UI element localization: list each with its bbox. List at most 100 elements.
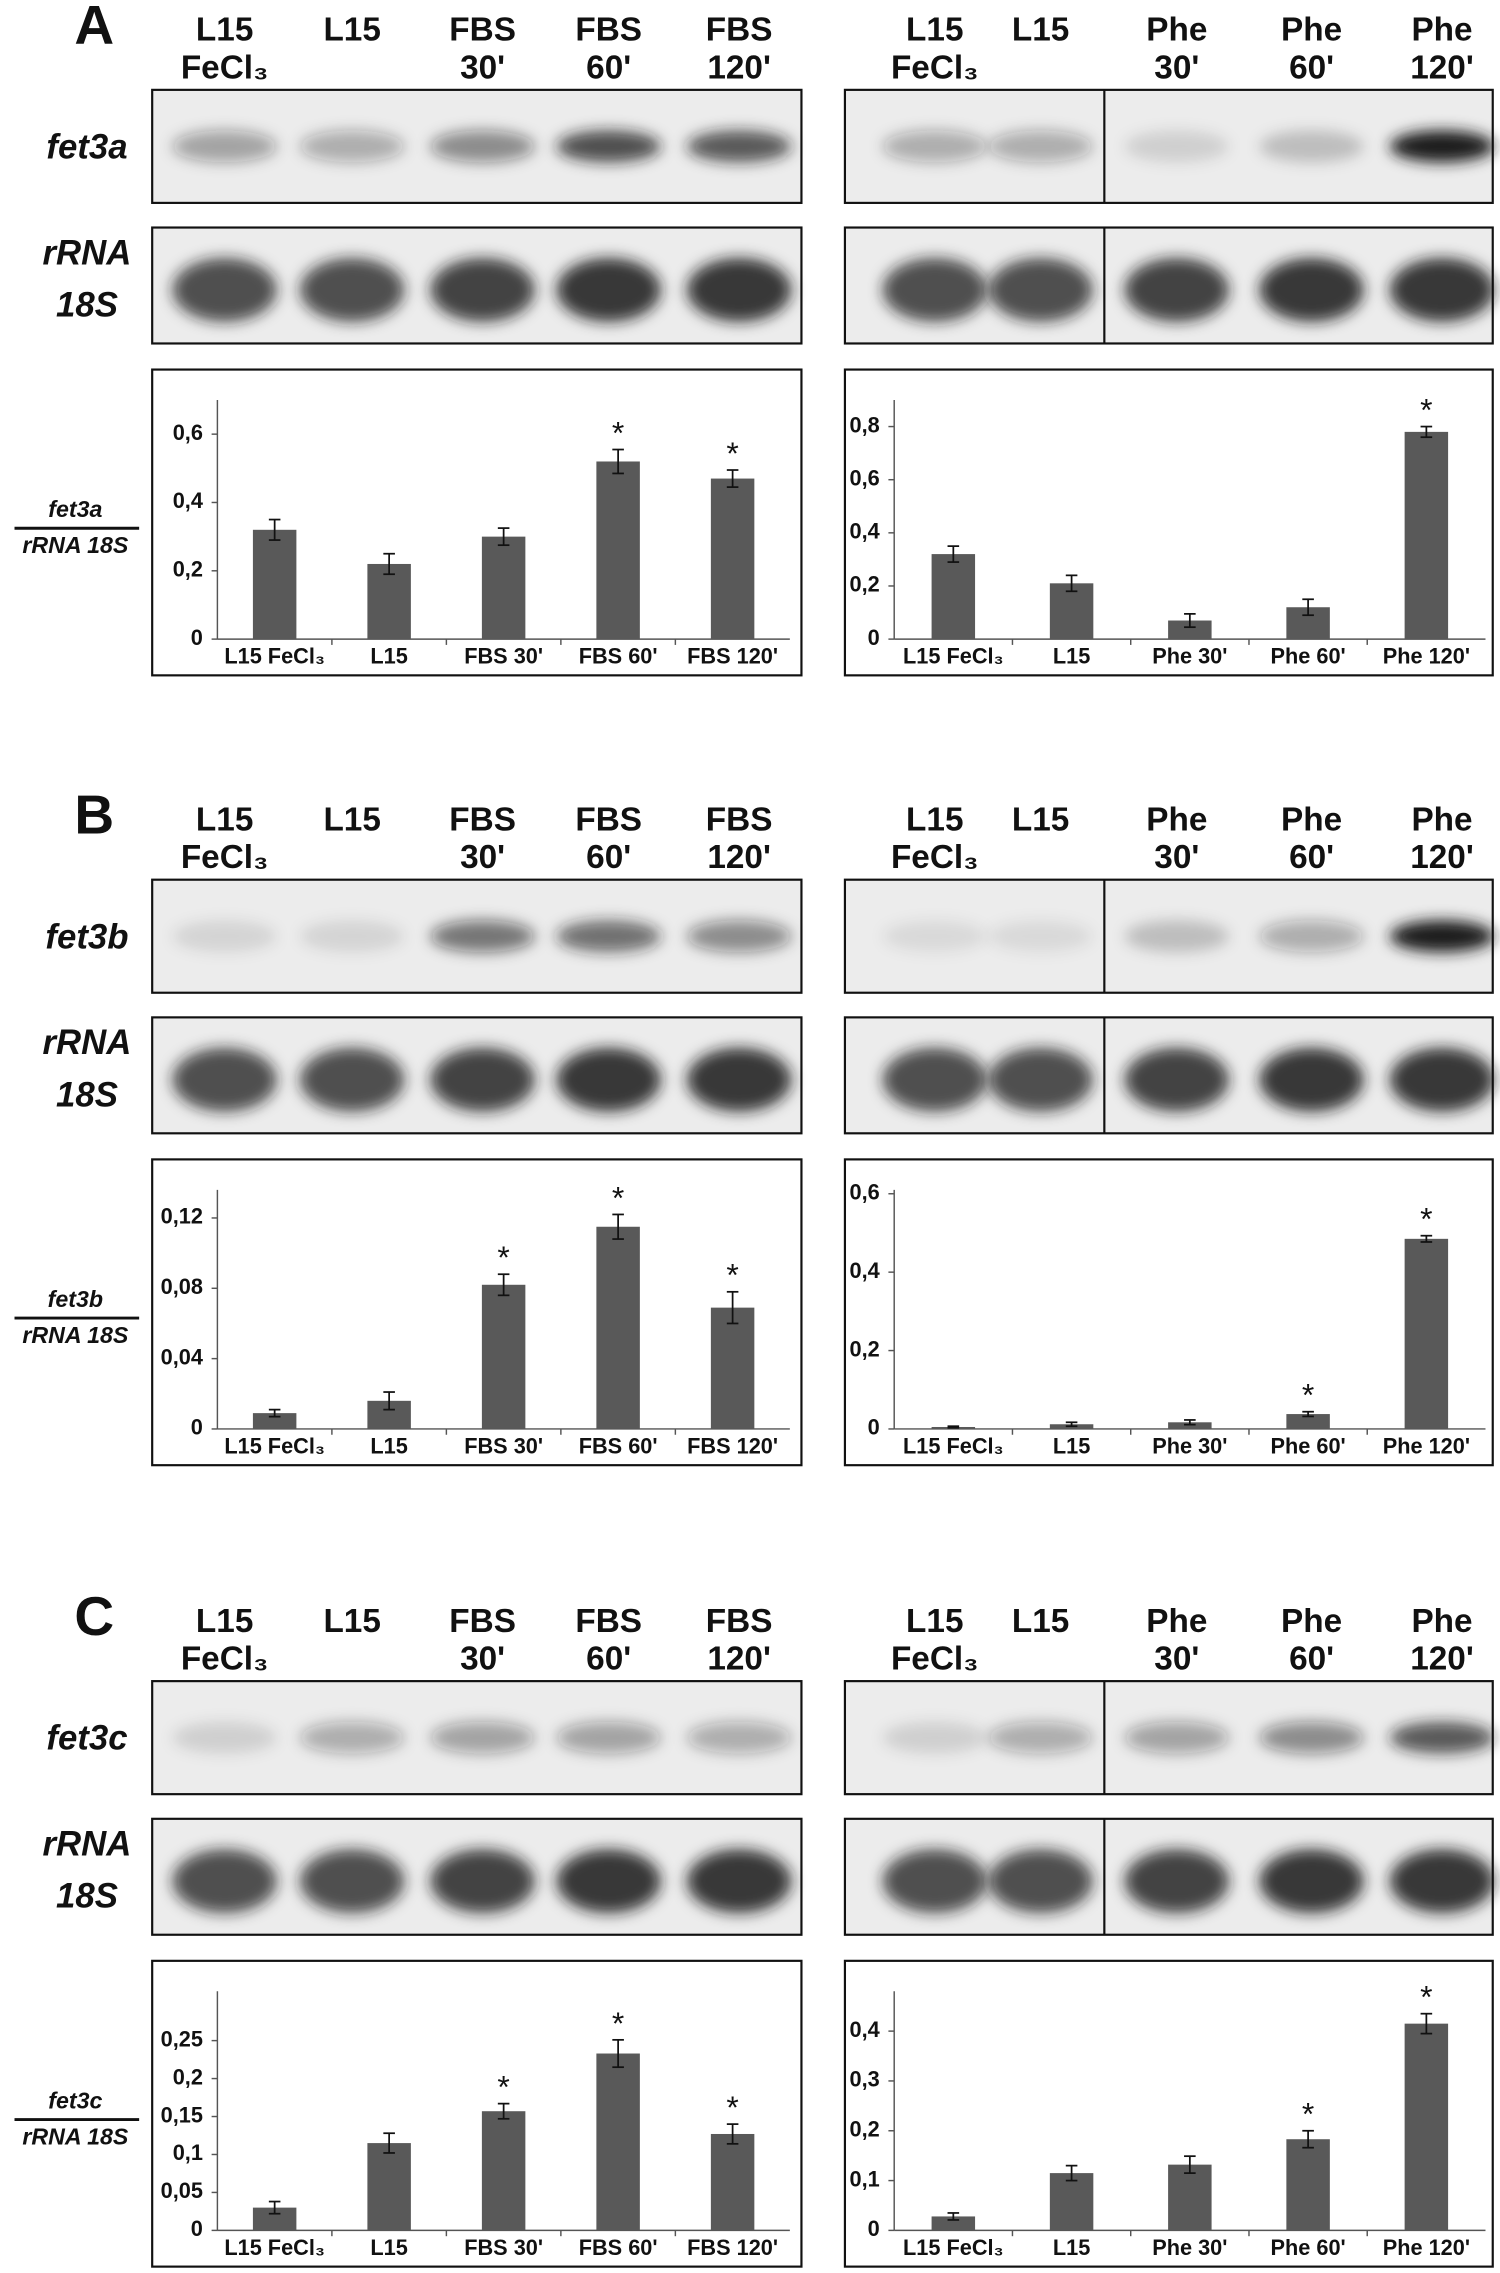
blot-band — [1259, 1721, 1364, 1754]
gene-label: fet3a — [46, 128, 127, 166]
bar — [710, 2133, 755, 2231]
lane-header: 60' — [1289, 49, 1334, 86]
bar — [481, 536, 526, 640]
y-tick-label: 0,08 — [161, 1274, 203, 1299]
lane-header: FeCl₃ — [181, 49, 269, 86]
rrna-label: 18S — [56, 286, 118, 324]
x-tick-label: Phe 30' — [1152, 2235, 1227, 2260]
chart-frame — [843, 1158, 1494, 1467]
lane-header: 60' — [586, 1641, 631, 1678]
y-tick-label: 0,6 — [173, 420, 203, 445]
lane-header: FeCl₃ — [891, 839, 979, 876]
blot-band — [1389, 1047, 1495, 1112]
lane-header: Phe — [1146, 1603, 1207, 1640]
blot-frame — [843, 226, 1494, 345]
x-tick-label: L15 FeCl₃ — [224, 644, 325, 669]
x-tick-label: FBS 60' — [579, 644, 658, 669]
blot-band — [1389, 920, 1495, 953]
lane-header: 30' — [460, 49, 505, 86]
gene-label: fet3b — [45, 918, 128, 956]
significance-marker: * — [726, 1257, 738, 1293]
rrna-label: rRNA — [43, 1826, 132, 1864]
y-label-numerator: fet3a — [48, 496, 102, 522]
lane-header: 30' — [460, 1641, 505, 1678]
significance-marker: * — [1420, 1201, 1432, 1237]
x-tick-label: Phe 60' — [1271, 2235, 1346, 2260]
panel-letter: B — [74, 783, 114, 845]
x-tick-label: Phe 30' — [1152, 1434, 1227, 1459]
y-tick-label: 0,1 — [173, 2140, 203, 2165]
blot-band — [988, 130, 1093, 163]
y-label-denominator: rRNA 18S — [22, 532, 129, 558]
x-tick-label: L15 — [1053, 2235, 1090, 2260]
bar — [1049, 2173, 1094, 2231]
lane-header: 120' — [1410, 839, 1474, 876]
blot-band — [1259, 1047, 1364, 1112]
lane-header: FBS — [449, 1603, 516, 1640]
x-tick-label: FBS 60' — [579, 2235, 658, 2260]
y-tick-label: 0 — [868, 1415, 880, 1440]
blot-band — [556, 257, 661, 322]
x-tick-label: Phe 60' — [1271, 644, 1346, 669]
lane-header: 30' — [460, 839, 505, 876]
y-tick-label: 0,2 — [850, 1336, 880, 1361]
blot-band — [686, 1721, 792, 1754]
lane-header: 120' — [1410, 49, 1474, 86]
bar — [596, 461, 640, 640]
y-tick-label: 0,15 — [161, 2102, 203, 2127]
lane-header: FBS — [575, 1603, 642, 1640]
bar — [252, 2207, 297, 2231]
x-tick-label: Phe 60' — [1271, 1434, 1346, 1459]
x-tick-label: L15 FeCl₃ — [903, 644, 1004, 669]
panel-letter: C — [74, 1585, 114, 1647]
blot-frame — [151, 1016, 803, 1135]
blot-band — [882, 920, 987, 953]
blot-frame — [843, 88, 1494, 204]
lane-header: 30' — [1154, 49, 1199, 86]
significance-marker: * — [612, 2005, 624, 2041]
blot-band — [1124, 1047, 1229, 1112]
y-tick-label: 0,2 — [173, 557, 203, 582]
blot-frame — [843, 878, 1494, 994]
blot-band — [988, 257, 1093, 322]
blot-band — [1389, 1849, 1495, 1914]
y-tick-label: 0,4 — [173, 488, 203, 513]
blot-band — [1124, 1849, 1229, 1914]
lane-header: L15 — [323, 802, 380, 839]
bar — [481, 2111, 526, 2231]
blot-frame — [843, 1016, 1494, 1135]
significance-marker: * — [726, 2089, 738, 2125]
lane-header: L15 — [196, 12, 253, 49]
bar — [1168, 2164, 1212, 2231]
blot-frame — [843, 1817, 1494, 1936]
bar — [1049, 583, 1094, 640]
significance-marker: * — [497, 1239, 509, 1275]
lane-header: 120' — [707, 49, 771, 86]
panel-letter: A — [74, 0, 114, 56]
x-tick-label: FBS 120' — [687, 2235, 778, 2260]
gene-label: fet3c — [46, 1720, 127, 1758]
blot-band — [556, 1721, 661, 1754]
lane-header: L15 — [323, 12, 380, 49]
blot-frame — [151, 226, 803, 345]
blot-band — [172, 257, 277, 322]
lane-header: L15 — [906, 12, 963, 49]
lane-header: FBS — [706, 802, 773, 839]
significance-marker: * — [612, 414, 624, 450]
lane-header: FeCl₃ — [891, 49, 979, 86]
x-tick-label: L15 — [370, 1434, 407, 1459]
lane-header: Phe — [1281, 1603, 1342, 1640]
significance-marker: * — [726, 435, 738, 471]
blot-band — [172, 1721, 277, 1754]
y-tick-label: 0,3 — [850, 2067, 880, 2092]
lane-header: Phe — [1411, 12, 1472, 49]
lane-header: FeCl₃ — [181, 1641, 269, 1678]
lane-header: L15 — [906, 802, 963, 839]
chart-frame — [151, 1158, 803, 1467]
lane-header: 60' — [1289, 1641, 1334, 1678]
blot-band — [300, 130, 405, 163]
significance-marker: * — [1420, 391, 1432, 427]
x-tick-label: L15 — [370, 644, 407, 669]
x-tick-label: FBS 120' — [687, 1434, 778, 1459]
